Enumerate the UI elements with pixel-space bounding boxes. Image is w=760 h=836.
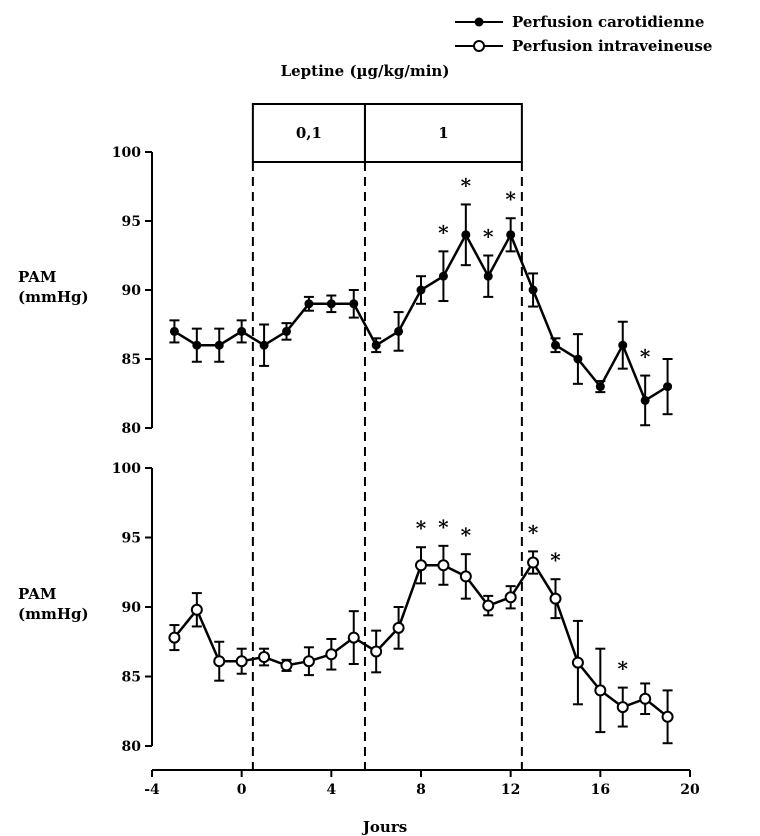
panel-intravenous: 80 85 90 95 100 PAM (mmHg) * * * * * *	[18, 461, 674, 755]
data-point	[595, 382, 605, 392]
data-point	[214, 340, 224, 350]
x-tick-label: 16	[591, 782, 610, 798]
data-point	[349, 299, 359, 309]
data-point	[437, 559, 450, 572]
legend-entry-carotid: Perfusion carotidienne	[455, 13, 704, 31]
data-point	[235, 655, 248, 668]
data-point	[459, 570, 472, 583]
data-point	[571, 656, 584, 669]
data-point	[640, 395, 650, 405]
y-axis-label: PAM	[18, 585, 56, 603]
data-point	[258, 651, 271, 664]
y-axis-label: PAM	[18, 268, 56, 286]
x-tick-label: 12	[501, 782, 520, 798]
x-tick-label: 0	[237, 782, 247, 798]
data-point	[394, 326, 404, 336]
y-tick-label: 100	[112, 461, 141, 477]
data-point	[304, 299, 314, 309]
data-point	[506, 230, 516, 240]
significance-star: *	[461, 523, 472, 547]
data-point	[392, 621, 405, 634]
y-tick-label: 95	[122, 531, 141, 547]
data-point	[438, 271, 448, 281]
significance-star: *	[505, 187, 516, 211]
y-axis-label-unit: (mmHg)	[18, 605, 89, 623]
significance-star: *	[640, 345, 651, 369]
significance-star: *	[483, 225, 494, 249]
data-point	[661, 710, 674, 723]
data-point	[213, 655, 226, 668]
y-tick-label: 95	[122, 214, 141, 230]
data-point	[190, 603, 203, 616]
legend-marker-carotid	[474, 17, 484, 27]
y-tick-label: 85	[122, 352, 141, 368]
data-point	[616, 701, 629, 714]
significance-star: *	[438, 220, 449, 244]
phase-boundaries	[251, 162, 523, 770]
treatment-phase-label: 1	[438, 124, 448, 142]
data-point	[549, 592, 562, 605]
treatment-title: Leptine (µg/kg/min)	[281, 62, 450, 80]
data-point	[528, 285, 538, 295]
x-tick-label: 4	[326, 782, 336, 798]
significance-star: *	[438, 515, 449, 539]
x-tick-label: -4	[144, 782, 160, 798]
y-tick-label: 80	[122, 739, 142, 755]
data-point	[347, 631, 360, 644]
data-point	[573, 354, 583, 364]
legend-label-intravenous: Perfusion intraveineuse	[512, 37, 712, 55]
panel-carotid: 80 85 90 95 100 PAM (mmHg) * * * * *	[18, 145, 673, 437]
legend: Perfusion carotidienne Perfusion intrave…	[455, 13, 712, 55]
data-point	[639, 692, 652, 705]
y-axis-label-unit: (mmHg)	[18, 288, 89, 306]
data-point	[302, 655, 315, 668]
data-point	[618, 340, 628, 350]
legend-label-carotid: Perfusion carotidienne	[512, 13, 704, 31]
legend-entry-intravenous: Perfusion intraveineuse	[455, 37, 712, 55]
data-point	[192, 340, 202, 350]
y-tick-label: 100	[112, 145, 141, 161]
data-point	[370, 645, 383, 658]
significance-star: *	[416, 516, 427, 540]
data-point	[280, 659, 293, 672]
y-tick-label: 90	[122, 600, 142, 616]
data-point	[551, 340, 560, 350]
data-point	[326, 299, 336, 309]
x-axis: -4 0 4 8 12 16 20	[144, 769, 700, 798]
data-point	[594, 684, 607, 697]
data-point	[325, 648, 338, 661]
y-tick-label: 80	[122, 421, 142, 437]
data-point	[483, 271, 493, 281]
y-tick-label: 85	[122, 670, 141, 686]
treatment-phase-box	[363, 103, 523, 163]
data-point	[371, 340, 381, 350]
significance-star: *	[461, 173, 472, 197]
treatment-phases: 0,1 1	[251, 103, 523, 163]
data-point	[282, 326, 291, 336]
x-tick-label: 20	[680, 782, 700, 798]
y-tick-label: 90	[122, 283, 142, 299]
data-point	[416, 285, 426, 295]
data-point	[259, 340, 269, 350]
data-point	[415, 559, 427, 572]
data-point	[663, 382, 673, 392]
x-tick-label: 8	[416, 782, 426, 798]
legend-marker-intravenous	[473, 40, 485, 52]
data-point	[168, 631, 181, 644]
data-point	[169, 326, 179, 336]
series-line	[173, 560, 669, 718]
data-point	[482, 599, 495, 612]
significance-star: *	[550, 548, 561, 572]
data-point	[504, 591, 517, 604]
x-axis-label: Jours	[361, 818, 407, 836]
data-point	[527, 556, 540, 569]
treatment-phase-label: 0,1	[296, 124, 322, 142]
series-line	[173, 231, 669, 403]
data-point	[461, 230, 471, 240]
data-point	[237, 326, 247, 336]
significance-star: *	[618, 657, 629, 681]
significance-star: *	[528, 520, 539, 544]
